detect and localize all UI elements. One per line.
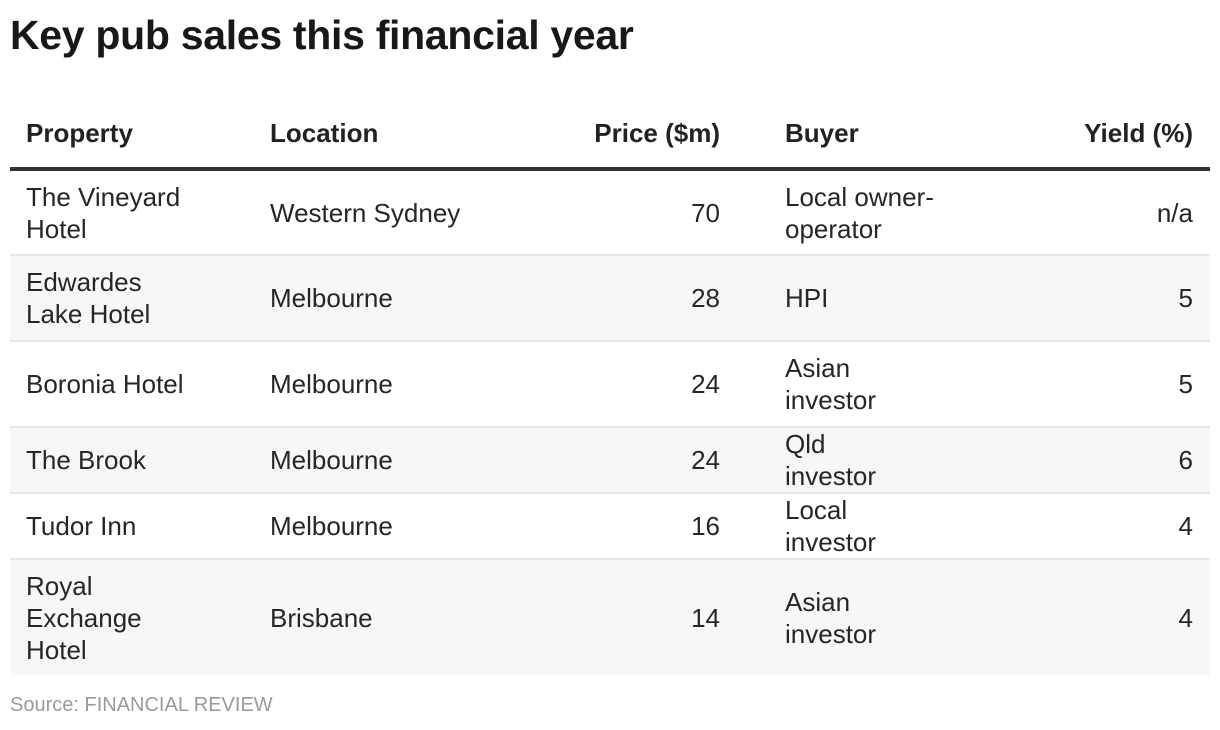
cell-yield: 4 [930, 493, 1210, 560]
cell-price: 24 [494, 341, 720, 428]
cell-property: Tudor Inn [10, 493, 254, 560]
cell-price: 14 [494, 559, 720, 675]
cell-price: 28 [494, 255, 720, 342]
cell-yield: 6 [930, 427, 1210, 494]
table-row: Boronia Hotel Melbourne 24 Asian investo… [10, 341, 1210, 428]
cell-property: Edwardes Lake Hotel [10, 255, 254, 342]
header-yield: Yield (%) [930, 100, 1210, 171]
table-row: The Vineyard Hotel Western Sydney 70 Loc… [10, 169, 1210, 256]
cell-price: 24 [494, 427, 720, 494]
table-row: Royal Exchange Hotel Brisbane 14 Asian i… [10, 559, 1210, 675]
cell-location: Melbourne [254, 255, 494, 342]
table-header-row: Property Location Price ($m) Buyer Yield… [10, 100, 1210, 171]
header-location: Location [254, 100, 494, 171]
table-row: Tudor Inn Melbourne 16 Local investor 4 [10, 493, 1210, 560]
cell-yield: 4 [930, 559, 1210, 675]
table-row: The Brook Melbourne 24 Qld investor 6 [10, 427, 1210, 494]
cell-buyer: Asian investor [720, 341, 930, 428]
cell-location: Melbourne [254, 493, 494, 560]
cell-location: Western Sydney [254, 169, 494, 256]
cell-price: 70 [494, 169, 720, 256]
cell-location: Melbourne [254, 427, 494, 494]
cell-buyer: Local investor [720, 493, 930, 560]
cell-buyer: Asian investor [720, 559, 930, 675]
pub-sales-table: Property Location Price ($m) Buyer Yield… [10, 100, 1210, 675]
cell-buyer: Local owner-operator [720, 169, 934, 256]
cell-yield: 5 [930, 341, 1210, 428]
cell-property: Royal Exchange Hotel [10, 559, 254, 675]
cell-buyer: HPI [720, 255, 930, 342]
cell-price: 16 [494, 493, 720, 560]
table-row: Edwardes Lake Hotel Melbourne 28 HPI 5 [10, 255, 1210, 342]
header-buyer: Buyer [720, 100, 930, 171]
cell-property: The Vineyard Hotel [10, 169, 254, 256]
cell-yield: 5 [930, 255, 1210, 342]
header-price: Price ($m) [494, 100, 720, 171]
cell-buyer: Qld investor [720, 427, 930, 494]
cell-location: Melbourne [254, 341, 494, 428]
cell-location: Brisbane [254, 559, 494, 675]
cell-property: The Brook [10, 427, 254, 494]
chart-title: Key pub sales this financial year [10, 12, 634, 58]
source-note: Source: FINANCIAL REVIEW [10, 694, 273, 716]
cell-property: Boronia Hotel [10, 341, 254, 428]
header-property: Property [10, 100, 254, 171]
cell-yield: n/a [930, 169, 1210, 256]
